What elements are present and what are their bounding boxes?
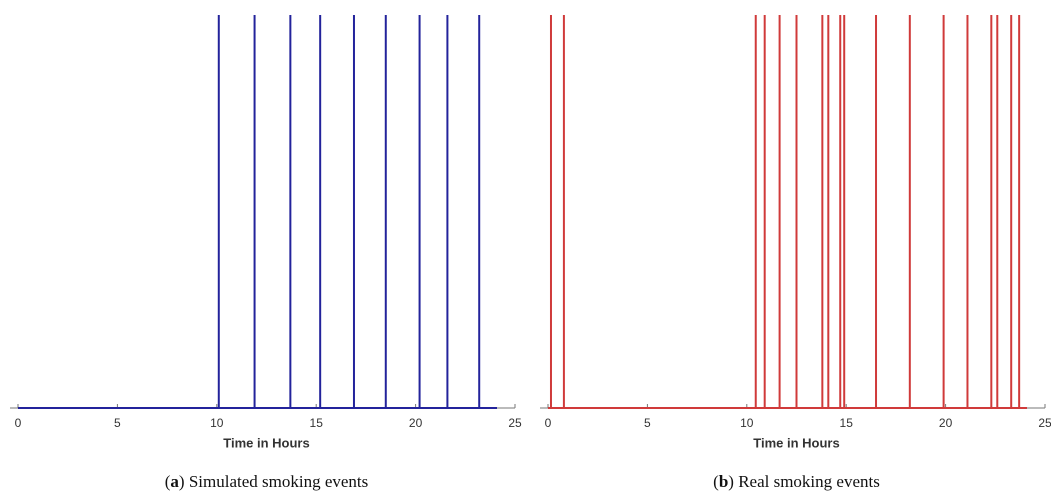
x-tick-label: 0 <box>545 416 552 430</box>
caption-part: b <box>719 472 728 491</box>
x-tick-label: 20 <box>939 416 953 430</box>
x-tick-label: 15 <box>840 416 854 430</box>
caption: (b) Real smoking events <box>713 472 880 491</box>
x-tick-label: 10 <box>210 416 224 430</box>
x-tick-label: 10 <box>740 416 754 430</box>
x-tick-label: 5 <box>644 416 651 430</box>
x-tick-label: 5 <box>114 416 121 430</box>
x-tick-label: 0 <box>15 416 22 430</box>
caption-part: a <box>170 472 179 491</box>
caption-part: ( <box>165 472 171 491</box>
x-tick-label: 25 <box>1038 416 1051 430</box>
x-tick-label: 25 <box>508 416 522 430</box>
x-tick-label: 15 <box>310 416 324 430</box>
caption-part: ) Real smoking events <box>728 472 880 491</box>
caption-part: ( <box>713 472 719 491</box>
x-axis-label: Time in Hours <box>223 435 309 450</box>
x-tick-label: 20 <box>409 416 423 430</box>
caption-part: ) Simulated smoking events <box>179 472 368 491</box>
x-axis-label: Time in Hours <box>753 435 839 450</box>
caption: (a) Simulated smoking events <box>165 472 369 491</box>
